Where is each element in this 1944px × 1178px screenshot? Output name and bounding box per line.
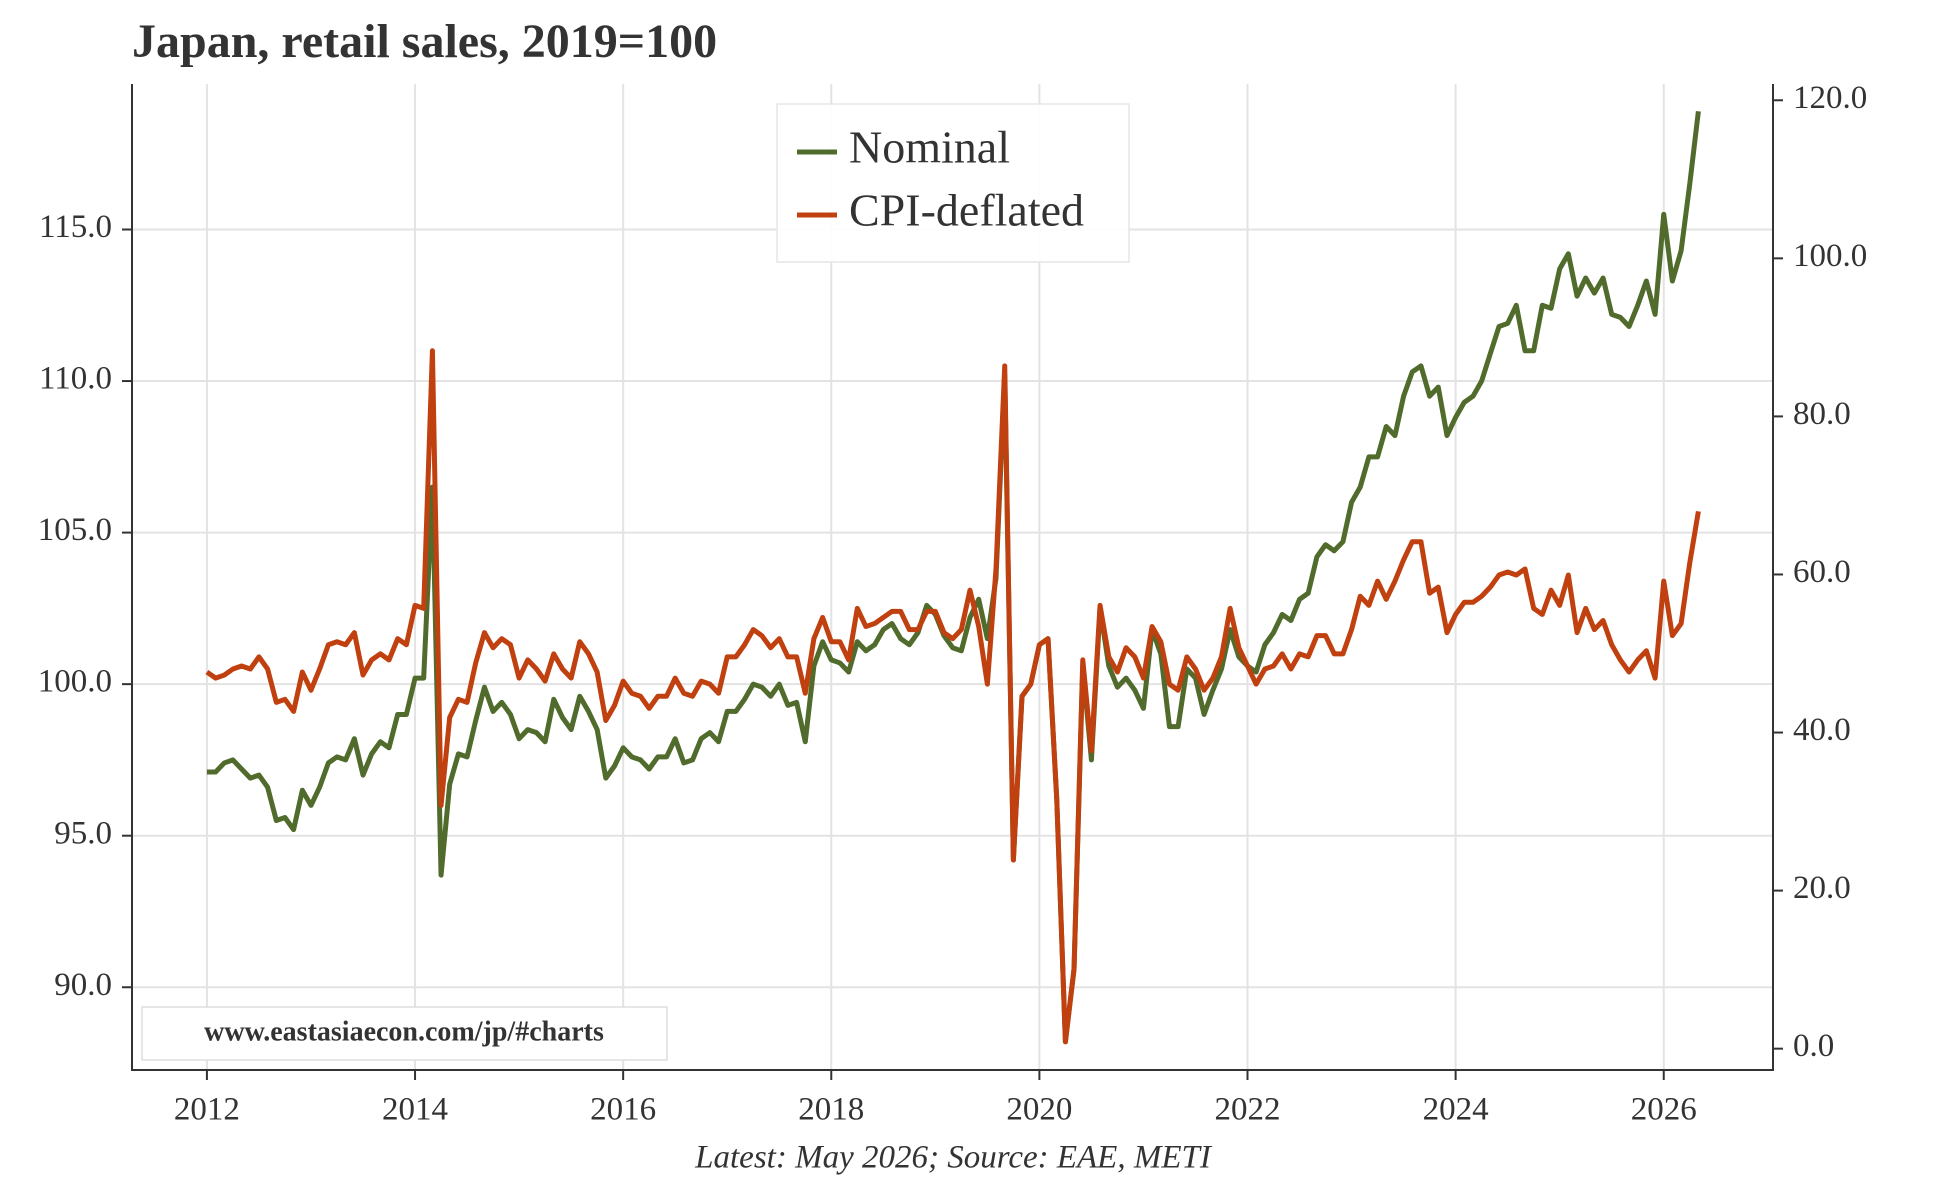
x-tick-label: 2016 [590, 1092, 656, 1128]
y-tick-label: 100.0 [38, 664, 112, 700]
y-tick-label: 95.0 [54, 815, 112, 851]
legend-label: Nominal [849, 122, 1010, 173]
watermark-box [141, 1006, 668, 1061]
x-tick-label: 2024 [1423, 1092, 1489, 1128]
legend-box [776, 103, 1130, 263]
y2-tick-label: 60.0 [1793, 554, 1851, 590]
y2-tick-label: 100.0 [1793, 238, 1867, 274]
series-line [206, 110, 1701, 1045]
x-tick-label: 2026 [1631, 1092, 1697, 1128]
y-tick-label: 110.0 [39, 361, 112, 397]
y-tick-label: 105.0 [38, 512, 112, 548]
x-tick-label: 2012 [174, 1092, 240, 1128]
y-tick-label: 115.0 [39, 209, 112, 245]
axis-frame [131, 84, 1774, 1071]
series-line [205, 348, 1701, 1045]
y2-tick-label: 0.0 [1793, 1028, 1834, 1064]
legend-label: CPI-deflated [849, 185, 1084, 236]
chart-title: Japan, retail sales, 2019=100 [132, 15, 717, 68]
y2-tick-label: 40.0 [1793, 712, 1851, 748]
watermark: www.eastasiaecon.com/jp/#charts [204, 1016, 604, 1047]
x-tick-label: 2020 [1006, 1092, 1072, 1128]
x-tick-label: 2018 [798, 1092, 864, 1128]
source-note: Latest: May 2026; Source: EAE, METI [694, 1140, 1213, 1176]
x-tick-label: 2022 [1215, 1092, 1281, 1128]
y-tick-label: 90.0 [54, 967, 112, 1003]
y2-tick-label: 80.0 [1793, 396, 1851, 432]
x-tick-label: 2014 [382, 1092, 448, 1128]
y2-tick-label: 120.0 [1793, 80, 1867, 116]
y2-tick-label: 20.0 [1793, 870, 1851, 906]
